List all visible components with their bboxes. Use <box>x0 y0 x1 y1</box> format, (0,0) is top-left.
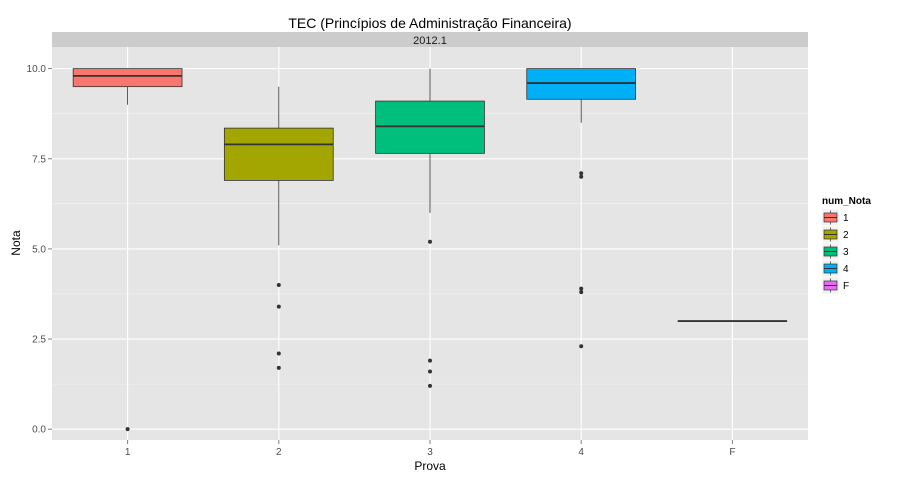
box-2 <box>223 127 334 181</box>
outlier-point <box>276 365 281 370</box>
y-tick-label: 5.0 <box>32 244 46 255</box>
box-group-1 <box>72 68 183 432</box>
outlier-point <box>276 304 281 309</box>
legend-label: 3 <box>843 247 849 258</box>
box-layer <box>72 68 788 432</box>
legend-label: 1 <box>843 213 849 224</box>
box-3 <box>375 100 485 154</box>
outlier-point <box>125 427 130 432</box>
x-tick-label: F <box>729 447 735 458</box>
outlier-point <box>579 286 584 291</box>
outlier-point <box>579 344 584 349</box>
box-4 <box>526 68 637 100</box>
y-tick-label: 7.5 <box>32 154 46 165</box>
box-group-3 <box>375 68 485 388</box>
legend-title: num_Nota <box>822 196 871 207</box>
outlier-point <box>579 174 584 179</box>
box-group-F <box>677 320 788 322</box>
x-axis-title: Prova <box>414 459 446 473</box>
y-axis-title: Nota <box>9 230 23 256</box>
outlier-point <box>428 358 432 363</box>
x-tick-label: 4 <box>578 447 584 458</box>
legend-label: F <box>843 281 849 292</box>
outlier-point <box>579 290 584 295</box>
y-axis: 0.0 2.5 5.0 7.5 10.0 <box>27 64 52 436</box>
legend: num_Nota 1 2 3 4 F <box>821 196 871 295</box>
legend-label: 4 <box>843 264 849 275</box>
outlier-point <box>579 171 584 176</box>
y-tick-label: 2.5 <box>32 335 46 346</box>
box-group-2 <box>223 86 334 370</box>
facet-strip <box>52 32 808 47</box>
outlier-point <box>428 383 432 388</box>
y-tick-label: 0.0 <box>32 425 46 436</box>
outlier-point <box>428 239 432 244</box>
legend-label: 2 <box>843 230 849 241</box>
x-tick-label: 1 <box>125 447 131 458</box>
x-tick-label: 2 <box>276 447 282 458</box>
chart-title: TEC (Princípios de Administração Finance… <box>288 15 571 31</box>
outlier-point <box>276 351 281 356</box>
outlier-point <box>276 282 281 287</box>
x-axis: 1 2 3 4 F <box>125 440 735 458</box>
box-group-4 <box>526 68 637 349</box>
facet-label: 2012.1 <box>413 35 447 47</box>
box-1 <box>72 68 183 88</box>
x-tick-label: 3 <box>427 447 433 458</box>
outlier-point <box>428 369 432 374</box>
y-tick-label: 10.0 <box>27 64 47 75</box>
